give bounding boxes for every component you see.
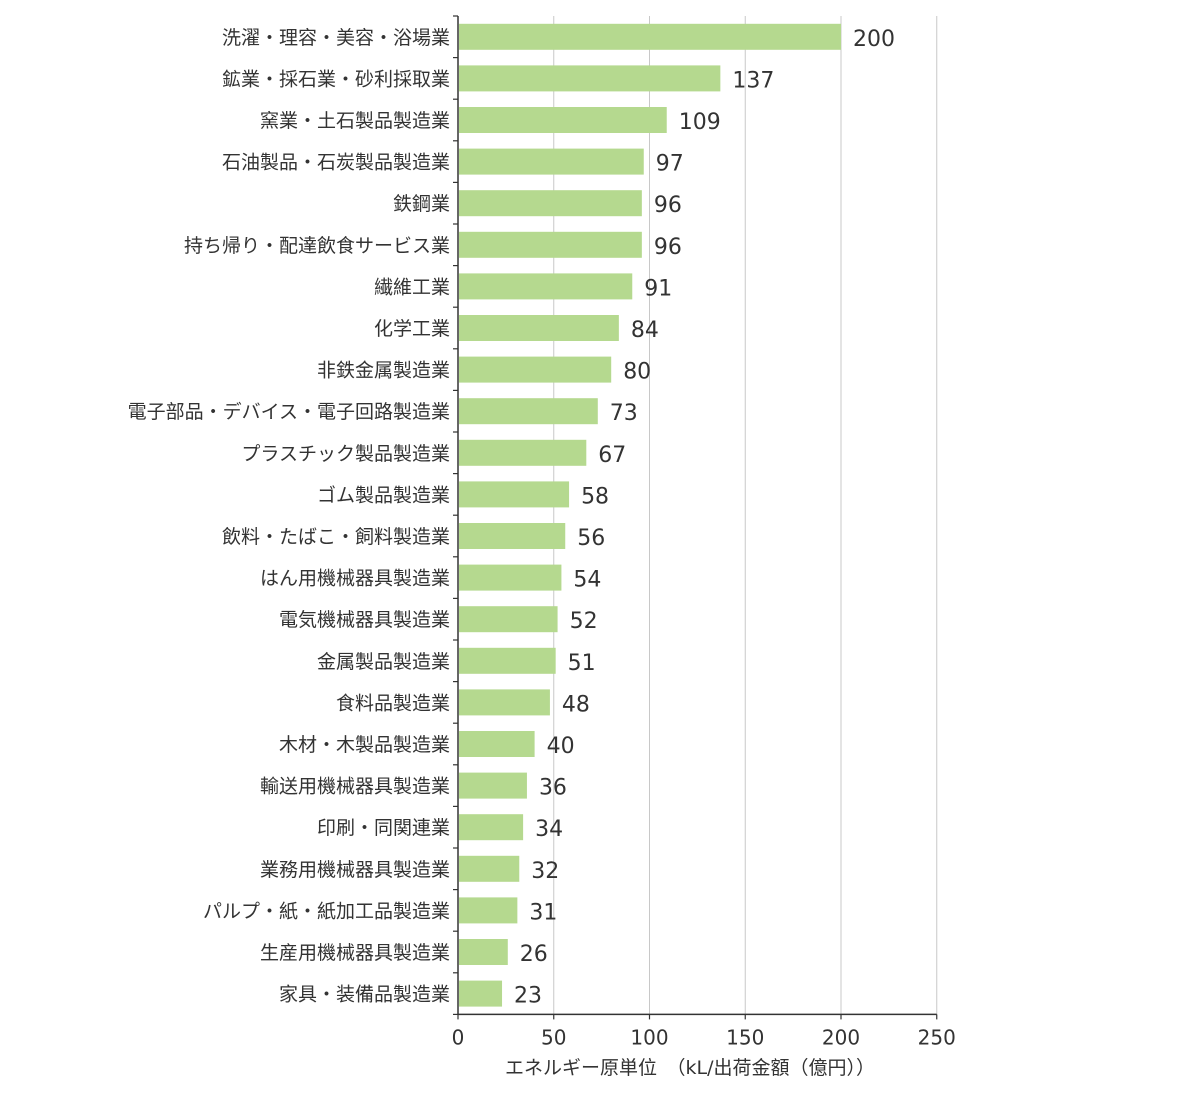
bar <box>459 398 598 425</box>
x-tick-label: 50 <box>541 1025 566 1049</box>
bar <box>459 273 633 300</box>
value-label: 26 <box>520 942 548 967</box>
value-label: 23 <box>514 984 542 1009</box>
category-label: 非鉄金属製造業 <box>317 360 450 382</box>
category-label: パルプ・紙・紙加工品製造業 <box>203 900 450 922</box>
category-label: 電子部品・デバイス・電子回路製造業 <box>128 401 450 423</box>
category-label: 持ち帰り・配達飲食サービス業 <box>184 235 450 257</box>
value-label: 96 <box>654 193 682 218</box>
value-label: 52 <box>570 609 598 634</box>
category-label: 繊維工業 <box>374 276 450 298</box>
bar <box>459 23 841 50</box>
category-label: 印刷・同関連業 <box>317 817 450 839</box>
bar <box>459 439 587 466</box>
value-label: 36 <box>539 776 567 801</box>
value-label: 137 <box>732 68 774 93</box>
x-tick-label: 0 <box>452 1025 465 1049</box>
bar <box>459 606 558 633</box>
value-label: 73 <box>610 401 638 426</box>
value-label: 54 <box>573 568 601 593</box>
bar <box>459 731 535 757</box>
bars <box>459 23 841 1007</box>
value-label: 200 <box>853 27 895 52</box>
value-label: 58 <box>581 484 609 509</box>
category-label: 金属製品製造業 <box>317 651 450 673</box>
bar <box>459 190 642 217</box>
bar <box>459 481 570 508</box>
category-label: 鉄鋼業 <box>393 193 450 215</box>
category-label: 業務用機械器具製造業 <box>260 859 450 881</box>
value-label: 48 <box>562 692 590 717</box>
bar <box>459 855 520 882</box>
bar <box>459 315 619 341</box>
value-label: 56 <box>577 526 605 551</box>
category-label: 輸送用機械器具製造業 <box>260 776 450 798</box>
category-label: 鉱業・採石業・砂利採取業 <box>222 68 450 90</box>
gridlines <box>553 16 938 1015</box>
bar <box>459 523 566 549</box>
bar <box>459 689 550 716</box>
bar <box>459 897 518 924</box>
labels: 0 50 100 150 200 250 洗濯・理容・美容・浴場業 200 鉱業・採石業・砂利採… <box>128 27 956 1050</box>
x-tick-label: 150 <box>726 1025 764 1049</box>
x-tick-label: 200 <box>822 1025 860 1049</box>
category-label: ゴム製品製造業 <box>317 484 450 506</box>
value-label: 40 <box>547 734 575 759</box>
category-label: 食料品製造業 <box>336 692 450 714</box>
category-label: 生産用機械器具製造業 <box>260 942 450 964</box>
x-tick-label: 100 <box>630 1025 668 1049</box>
value-label: 80 <box>623 360 651 385</box>
value-label: 91 <box>644 276 672 301</box>
bar <box>459 980 503 1007</box>
bar <box>459 148 644 175</box>
bar <box>459 772 527 799</box>
category-label: 窯業・土石製品製造業 <box>260 110 450 132</box>
category-label: 家具・装備品製造業 <box>279 984 450 1006</box>
value-label: 84 <box>631 318 659 343</box>
value-label: 34 <box>535 817 563 842</box>
bar <box>459 231 642 258</box>
category-label: 木材・木製品製造業 <box>279 734 450 756</box>
value-label: 32 <box>531 859 559 884</box>
value-label: 97 <box>656 152 684 177</box>
category-label: 石油製品・石炭製品製造業 <box>222 152 450 174</box>
bar <box>459 939 508 965</box>
category-label: はん用機械器具製造業 <box>260 568 450 590</box>
bar <box>459 356 612 383</box>
bar <box>459 564 562 591</box>
category-label: 洗濯・理容・美容・浴場業 <box>222 27 450 49</box>
bar <box>459 814 524 841</box>
bar <box>459 65 721 92</box>
category-label: 飲料・たばこ・飼料製造業 <box>222 526 450 548</box>
value-label: 51 <box>568 651 596 676</box>
category-label: 化学工業 <box>374 318 450 340</box>
category-label: 電気機械器具製造業 <box>279 609 450 631</box>
bar <box>459 107 667 133</box>
category-label: プラスチック製品製造業 <box>241 443 450 465</box>
bar <box>459 647 556 674</box>
value-label: 109 <box>679 110 721 135</box>
axes <box>453 15 938 1020</box>
value-label: 67 <box>598 443 626 468</box>
x-axis-title: エネルギー原単位 （kL/出荷金額（億円）） <box>505 1057 875 1079</box>
value-label: 96 <box>654 235 682 260</box>
x-tick-label: 250 <box>918 1025 956 1049</box>
value-label: 31 <box>529 900 557 925</box>
